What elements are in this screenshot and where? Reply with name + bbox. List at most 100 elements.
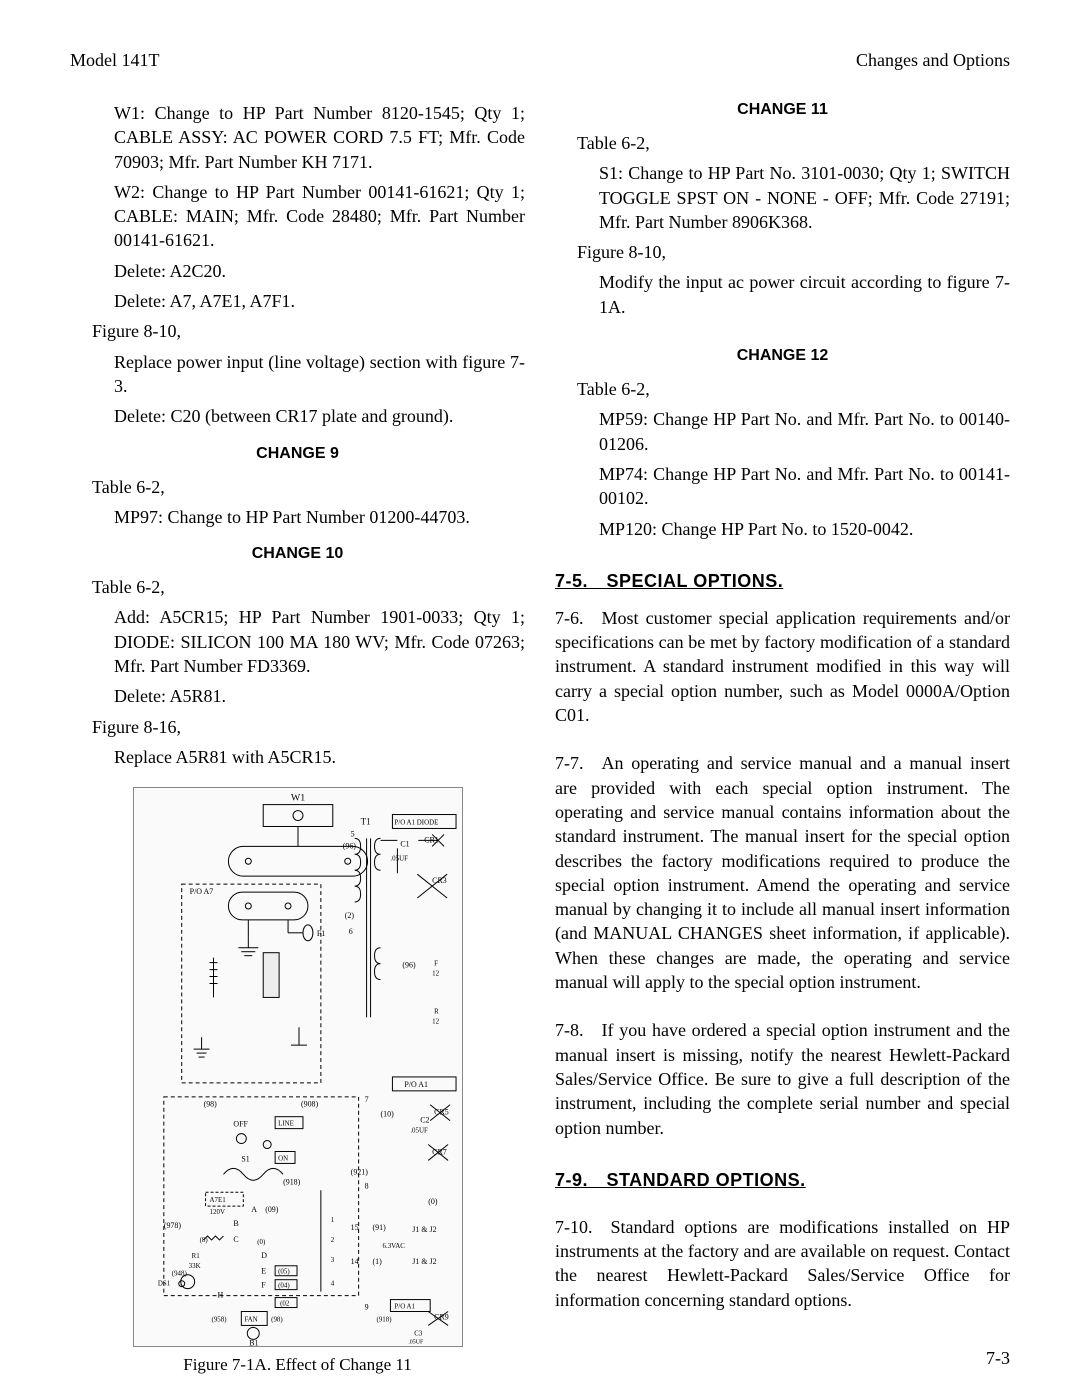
body-text: Figure 8-16, xyxy=(70,715,525,739)
svg-text:D: D xyxy=(261,1251,267,1260)
svg-text:C1: C1 xyxy=(400,840,409,849)
svg-text:14: 14 xyxy=(350,1257,358,1266)
svg-text:(0): (0) xyxy=(428,1197,438,1206)
svg-text:J1 & J2: J1 & J2 xyxy=(412,1257,436,1266)
svg-text:W1: W1 xyxy=(290,793,304,804)
change-9-heading: CHANGE 9 xyxy=(70,445,525,463)
svg-text:2: 2 xyxy=(330,1236,334,1244)
svg-text:CR1: CR1 xyxy=(424,836,439,845)
svg-text:(96): (96) xyxy=(402,961,416,970)
svg-text:(91): (91) xyxy=(372,1223,386,1232)
body-text: Delete: A5R81. xyxy=(70,684,525,708)
svg-text:(02: (02 xyxy=(280,1300,290,1308)
svg-text:(98): (98) xyxy=(271,1316,283,1324)
svg-text:1: 1 xyxy=(330,1216,334,1224)
body-text: MP97: Change to HP Part Number 01200-447… xyxy=(70,505,525,529)
svg-text:(09): (09) xyxy=(265,1205,279,1214)
svg-text:J1 & J2: J1 & J2 xyxy=(412,1225,436,1234)
svg-text:OFF: OFF xyxy=(233,1120,248,1129)
header-section: Changes and Options xyxy=(856,50,1010,71)
svg-text:8: 8 xyxy=(364,1181,368,1190)
left-column: W1: Change to HP Part Number 8120-1545; … xyxy=(70,101,525,1375)
svg-text:A: A xyxy=(251,1205,257,1214)
change-10-heading: CHANGE 10 xyxy=(70,545,525,563)
body-text: 7-7. An operating and service manual and… xyxy=(555,751,1010,994)
svg-text:(958): (958) xyxy=(211,1316,226,1324)
svg-text:(948): (948) xyxy=(171,1270,186,1278)
body-text: MP59: Change HP Part No. and Mfr. Part N… xyxy=(555,407,1010,456)
svg-text:ON: ON xyxy=(278,1155,288,1163)
svg-text:F: F xyxy=(434,960,438,968)
body-text: Table 6-2, xyxy=(555,131,1010,155)
svg-text:5: 5 xyxy=(350,830,354,839)
svg-text:7: 7 xyxy=(364,1095,368,1104)
svg-text:F: F xyxy=(261,1281,266,1290)
body-text: MP120: Change HP Part No. to 1520-0042. xyxy=(555,517,1010,541)
svg-text:(908): (908) xyxy=(300,1100,318,1109)
svg-text:6: 6 xyxy=(348,927,352,936)
svg-text:B1: B1 xyxy=(249,1339,258,1347)
svg-text:(918): (918) xyxy=(283,1178,301,1187)
svg-text:15: 15 xyxy=(350,1223,358,1232)
svg-text:6.3VAC: 6.3VAC xyxy=(382,1242,405,1250)
body-text: 7-6. Most customer special application r… xyxy=(555,606,1010,727)
svg-text:P/O A7: P/O A7 xyxy=(189,887,213,896)
svg-text:33K: 33K xyxy=(188,1262,200,1270)
svg-text:(98): (98) xyxy=(203,1100,217,1109)
body-text: Replace power input (line voltage) secti… xyxy=(70,350,525,399)
svg-text:DS1: DS1 xyxy=(157,1280,170,1288)
body-text: Figure 8-10, xyxy=(555,240,1010,264)
svg-text:B: B xyxy=(233,1219,238,1228)
svg-text:P/O A1: P/O A1 xyxy=(404,1080,428,1089)
svg-text:.05UF: .05UF xyxy=(410,1127,428,1135)
body-text: W2: Change to HP Part Number 00141-61621… xyxy=(70,180,525,253)
svg-text:4: 4 xyxy=(330,1280,334,1288)
body-text: Delete: A7, A7E1, A7F1. xyxy=(70,289,525,313)
svg-text:3: 3 xyxy=(330,1256,334,1264)
body-text: Replace A5R81 with A5CR15. xyxy=(70,745,525,769)
svg-text:(0): (0) xyxy=(257,1238,265,1246)
svg-text:FAN: FAN xyxy=(244,1316,257,1324)
svg-text:12: 12 xyxy=(432,1018,439,1026)
svg-text:(2): (2) xyxy=(344,911,354,920)
svg-text:A7E1: A7E1 xyxy=(209,1196,226,1204)
body-text: W1: Change to HP Part Number 8120-1545; … xyxy=(70,101,525,174)
section-7-9-heading: 7-9. STANDARD OPTIONS. xyxy=(555,1170,1010,1191)
body-text: Delete: C20 (between CR17 plate and grou… xyxy=(70,404,525,428)
svg-text:(04): (04) xyxy=(278,1282,290,1290)
section-7-5-heading: 7-5. SPECIAL OPTIONS. xyxy=(555,571,1010,592)
page-number: 7-3 xyxy=(986,1348,1010,1369)
svg-text:T1: T1 xyxy=(360,817,370,827)
body-text: Figure 8-10, xyxy=(70,319,525,343)
svg-text:(05): (05) xyxy=(278,1268,290,1276)
svg-text:(96): (96) xyxy=(342,842,356,851)
header-model: Model 141T xyxy=(70,50,160,71)
svg-text:R: R xyxy=(434,1008,439,1016)
body-text: MP74: Change HP Part No. and Mfr. Part N… xyxy=(555,462,1010,511)
figure-caption: Figure 7-1A. Effect of Change 11 xyxy=(70,1355,525,1375)
svg-text:LINE: LINE xyxy=(278,1120,294,1128)
svg-text:9: 9 xyxy=(364,1303,368,1312)
body-text: Table 6-2, xyxy=(555,377,1010,401)
body-text: 7-10. Standard options are modifications… xyxy=(555,1215,1010,1312)
change-11-heading: CHANGE 11 xyxy=(555,101,1010,119)
svg-text:S1: S1 xyxy=(241,1155,249,1164)
body-text: Table 6-2, xyxy=(70,475,525,499)
svg-text:(918): (918) xyxy=(376,1316,391,1324)
svg-text:C2: C2 xyxy=(420,1116,429,1125)
svg-text:(921): (921) xyxy=(350,1168,368,1177)
body-text: Add: A5CR15; HP Part Number 1901-0033; Q… xyxy=(70,605,525,678)
right-column: CHANGE 11 Table 6-2, S1: Change to HP Pa… xyxy=(555,101,1010,1375)
svg-text:120V: 120V xyxy=(209,1208,224,1216)
svg-text:E: E xyxy=(261,1267,266,1276)
svg-text:C3: C3 xyxy=(414,1330,423,1338)
svg-text:(1): (1) xyxy=(372,1257,382,1266)
body-text: S1: Change to HP Part No. 3101-0030; Qty… xyxy=(555,161,1010,234)
svg-text:R1: R1 xyxy=(191,1252,200,1260)
svg-text:C: C xyxy=(233,1235,238,1244)
change-12-heading: CHANGE 12 xyxy=(555,347,1010,365)
svg-text:(10): (10) xyxy=(380,1110,394,1119)
svg-text:F1: F1 xyxy=(316,929,324,938)
body-text: Table 6-2, xyxy=(70,575,525,599)
svg-text:(978): (978) xyxy=(163,1221,181,1230)
